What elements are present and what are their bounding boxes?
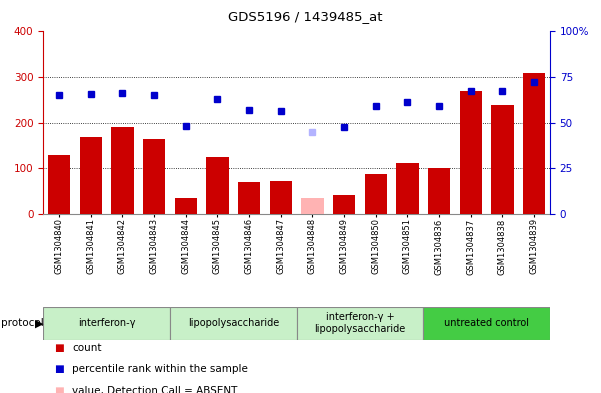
Bar	[80, 136, 102, 214]
Bar	[428, 169, 450, 214]
Text: untreated control: untreated control	[444, 318, 529, 328]
Text: interferon-γ: interferon-γ	[78, 318, 135, 328]
Text: interferon-γ +
lipopolysaccharide: interferon-γ + lipopolysaccharide	[314, 312, 406, 334]
Text: protocol: protocol	[1, 318, 44, 328]
Bar	[48, 155, 70, 214]
Text: lipopolysaccharide: lipopolysaccharide	[188, 318, 279, 328]
Bar	[365, 174, 387, 214]
Bar	[301, 198, 323, 214]
Text: ■: ■	[54, 386, 64, 393]
Bar	[523, 73, 545, 214]
Bar	[206, 157, 228, 214]
Bar	[175, 198, 197, 214]
Bar	[423, 307, 550, 340]
Bar	[460, 91, 482, 214]
Bar	[270, 181, 292, 214]
Bar	[170, 307, 297, 340]
Bar	[492, 105, 513, 214]
Bar	[396, 163, 418, 214]
Bar	[333, 195, 355, 214]
Text: ■: ■	[54, 343, 64, 353]
Text: ■: ■	[54, 364, 64, 375]
Bar	[43, 307, 170, 340]
Bar	[143, 139, 165, 214]
Text: ▶: ▶	[35, 318, 43, 328]
Text: percentile rank within the sample: percentile rank within the sample	[72, 364, 248, 375]
Bar	[238, 182, 260, 214]
Text: count: count	[72, 343, 102, 353]
Text: GDS5196 / 1439485_at: GDS5196 / 1439485_at	[228, 10, 383, 23]
Bar	[297, 307, 423, 340]
Bar	[111, 127, 133, 214]
Text: value, Detection Call = ABSENT: value, Detection Call = ABSENT	[72, 386, 237, 393]
